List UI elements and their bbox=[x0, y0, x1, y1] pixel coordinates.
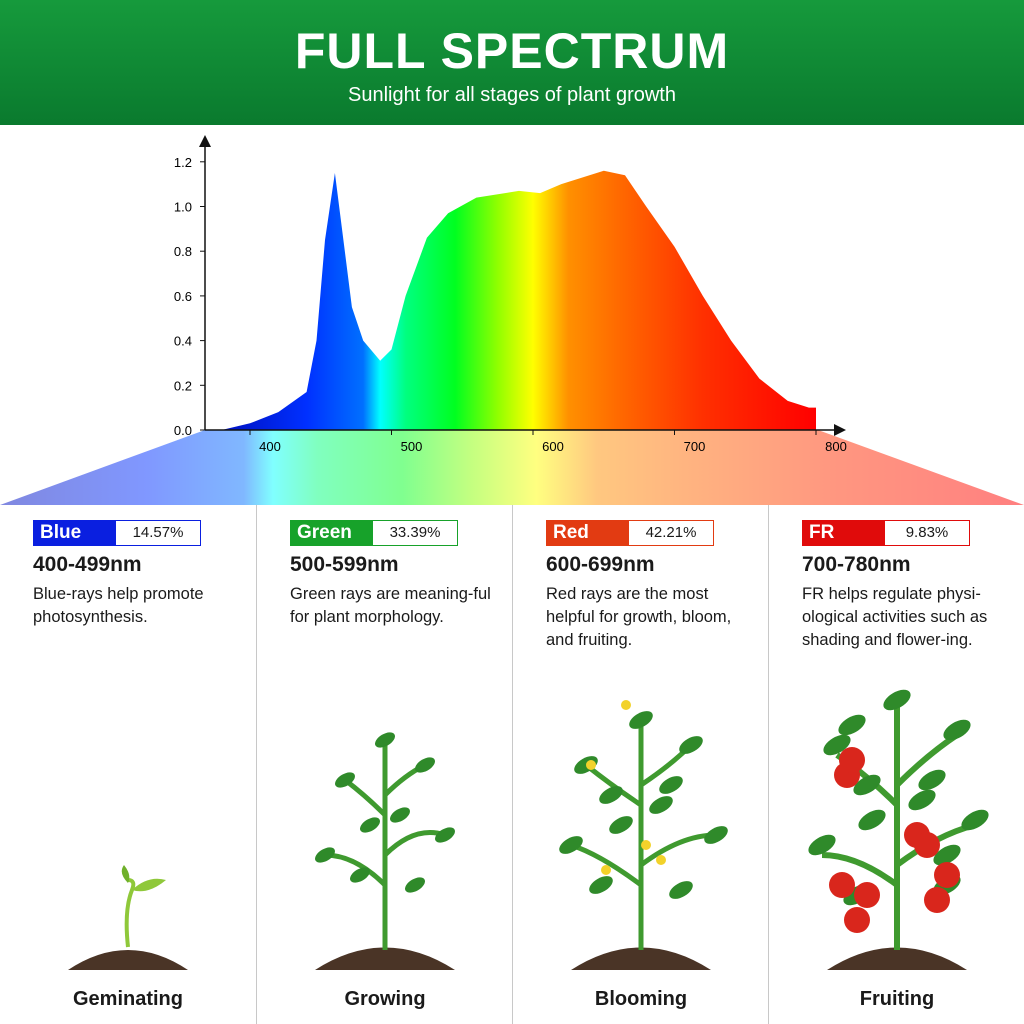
band-range: 600-699nm bbox=[546, 553, 655, 576]
band-column-red: Red 42.21% 600-699nm Red rays are the mo… bbox=[512, 505, 768, 1024]
y-tick-label: 1.2 bbox=[174, 155, 192, 170]
y-tick-label: 0.6 bbox=[174, 289, 192, 304]
band-column-fr: FR 9.83% 700-780nm FR helps regulate phy… bbox=[768, 505, 1024, 1024]
x-axis-arrow bbox=[834, 424, 846, 436]
band-badge: FR 9.83% bbox=[802, 520, 970, 546]
band-percent: 14.57% bbox=[116, 521, 200, 545]
band-description: Red rays are the most helpful for growth… bbox=[546, 585, 732, 649]
growth-stage-label: Fruiting bbox=[859, 988, 935, 1010]
band-name: Red bbox=[547, 521, 629, 545]
page-title: FULL SPECTRUM bbox=[294, 23, 730, 79]
band-name: Blue bbox=[34, 521, 116, 545]
band-column-green: Green 33.39% 500-599nm Green rays are me… bbox=[256, 505, 512, 1024]
plant-illustration-fruiting bbox=[808, 689, 989, 970]
band-description: Green rays are meaning-ful for plant mor… bbox=[290, 585, 491, 626]
x-tick-label: 700 bbox=[684, 439, 706, 454]
band-name: FR bbox=[803, 521, 885, 545]
growth-stage-label: Blooming bbox=[594, 988, 688, 1010]
x-tick-label: 500 bbox=[401, 439, 423, 454]
band-percent: 42.21% bbox=[629, 521, 713, 545]
x-tick-label: 600 bbox=[542, 439, 564, 454]
band-column-blue: Blue 14.57% 400-499nm Blue-rays help pro… bbox=[0, 505, 256, 1024]
band-description: FR helps regulate physi-ological activit… bbox=[802, 585, 988, 649]
growth-stage-label: Growing bbox=[344, 988, 426, 1010]
band-name: Green bbox=[291, 521, 373, 545]
growth-stage-label: Geminating bbox=[72, 988, 183, 1010]
y-tick-label: 1.0 bbox=[174, 200, 192, 215]
band-description: Blue-rays help promote photosynthesis. bbox=[33, 585, 204, 626]
x-tick-label: 800 bbox=[825, 439, 847, 454]
band-badge: Blue 14.57% bbox=[33, 520, 201, 546]
band-range: 500-599nm bbox=[290, 553, 399, 576]
band-badge: Red 42.21% bbox=[546, 520, 714, 546]
plant-illustration-geminating bbox=[68, 865, 188, 970]
band-range: 400-499nm bbox=[33, 553, 142, 576]
y-tick-label: 0.8 bbox=[174, 244, 192, 259]
spectrum-area bbox=[221, 170, 816, 430]
band-range: 700-780nm bbox=[802, 553, 911, 576]
spectrum-chart: 0.0 0.2 0.4 0.6 0.8 1.0 1.2 400 500 600 700 800 bbox=[0, 135, 1024, 505]
page-subtitle: Sunlight for all stages of plant growth bbox=[348, 84, 676, 106]
band-percent: 33.39% bbox=[373, 521, 457, 545]
plant-illustration-blooming bbox=[559, 700, 728, 970]
y-tick-label: 0.4 bbox=[174, 334, 192, 349]
y-tick-label: 0.2 bbox=[174, 378, 192, 393]
plant-illustration-growing bbox=[315, 732, 455, 970]
band-badge: Green 33.39% bbox=[290, 520, 458, 546]
header-banner: FULL SPECTRUM Sunlight for all stages of… bbox=[0, 0, 1024, 125]
band-percent: 9.83% bbox=[885, 521, 969, 545]
y-tick-label: 0.0 bbox=[174, 423, 192, 438]
spectrum-fan bbox=[0, 430, 1024, 505]
y-axis-arrow bbox=[199, 135, 211, 147]
x-tick-label: 400 bbox=[259, 439, 281, 454]
